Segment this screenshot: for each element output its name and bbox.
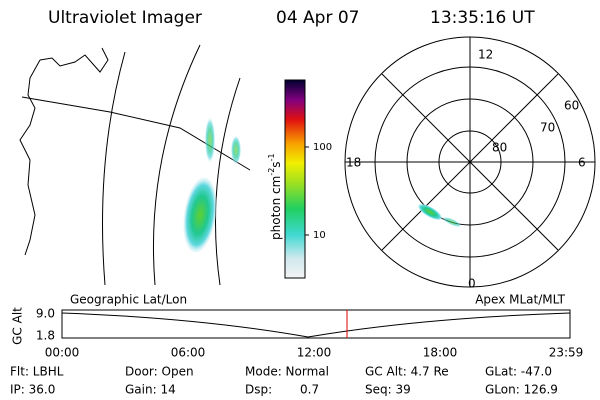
mlt-label: 12 xyxy=(478,48,493,62)
footer-field: Mode: Normal xyxy=(245,365,329,379)
footer-field: Seq: 39 xyxy=(365,383,411,397)
colorbar-tick: 100 xyxy=(313,142,332,153)
footer-field: Gain: 14 xyxy=(125,383,176,397)
y-label: 1.8 xyxy=(36,329,55,343)
timeline-right-label: Apex MLat/MLT xyxy=(475,293,565,307)
lat-label: 80 xyxy=(492,141,507,155)
footer: Flt: LBHL Door: Open Mode: Normal GC Alt: 4… xyxy=(10,365,558,397)
footer-field: IP: 36.0 xyxy=(10,383,55,397)
altitude-curve xyxy=(61,312,571,338)
footer-field: GLon: 126.9 xyxy=(485,383,558,397)
time-label: 00:00 xyxy=(45,346,80,360)
dsp-value: 0.7 xyxy=(300,383,319,397)
time-label: 06:00 xyxy=(171,346,206,360)
y-label: 9.0 xyxy=(36,307,55,321)
lat-label: 70 xyxy=(540,121,555,135)
time: 13:35:16 UT xyxy=(430,8,535,28)
timeline-box xyxy=(61,309,571,339)
footer-field: Door: Open xyxy=(125,365,194,379)
polar-plot xyxy=(344,36,596,288)
axis-label: GC Alt xyxy=(11,307,25,345)
time-label: 23:59 xyxy=(549,346,584,360)
time-label: 12:00 xyxy=(297,346,332,360)
footer-field: GC Alt: 4.7 Re xyxy=(365,365,449,379)
lat-label: 60 xyxy=(564,99,579,113)
mlt-label: 0 xyxy=(468,277,476,291)
instrument: Ultraviolet Imager xyxy=(48,8,202,28)
mlt-label: 18 xyxy=(346,156,361,170)
colorbar-label: photon cm-2s-1 xyxy=(267,153,283,240)
footer-field: Flt: LBHL xyxy=(10,365,64,379)
mlt-label: 6 xyxy=(578,156,586,170)
date: 04 Apr 07 xyxy=(276,8,359,28)
geo-map xyxy=(19,44,251,286)
footer-field: GLat: -47.0 xyxy=(485,365,552,379)
time-label: 18:00 xyxy=(423,346,458,360)
colorbar-tick: 10 xyxy=(313,230,326,241)
footer-field: Dsp: xyxy=(245,383,272,397)
timeline-left-label: Geographic Lat/Lon xyxy=(70,293,187,307)
colorbar xyxy=(284,79,306,279)
